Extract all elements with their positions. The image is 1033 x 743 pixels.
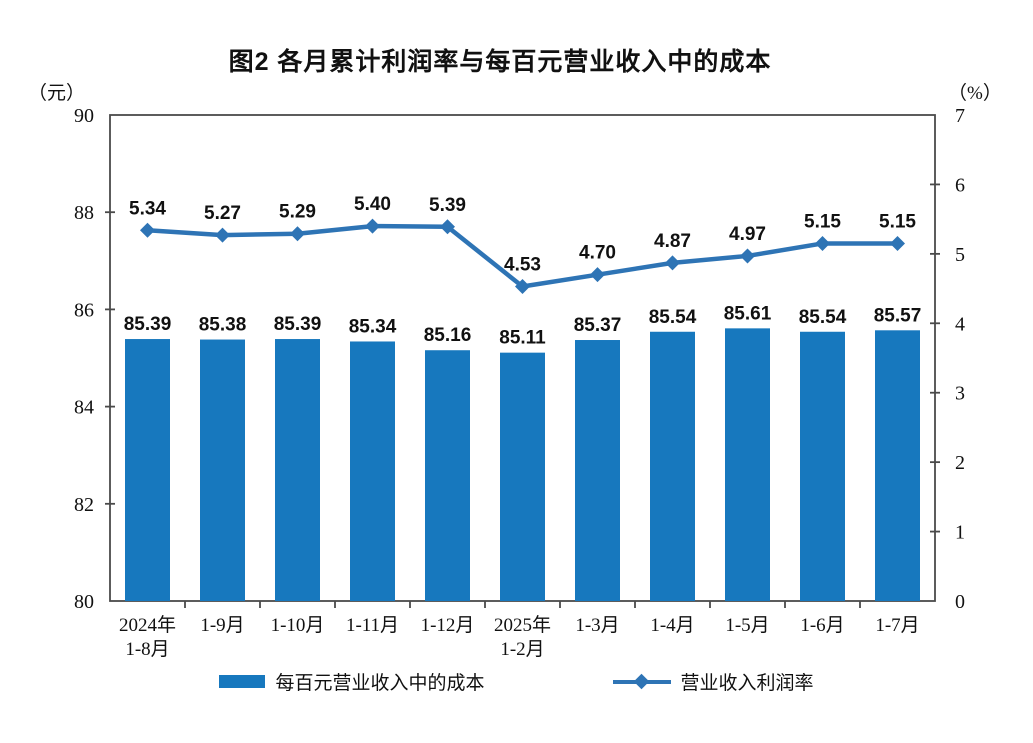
x-axis-label: 1-12月 — [421, 615, 475, 636]
x-axis-label: 1-8月 — [125, 639, 169, 660]
line-value-label: 5.15 — [804, 211, 841, 232]
bar-value-label: 85.16 — [424, 325, 472, 346]
right-tick-label: 3 — [955, 383, 965, 405]
line-value-label: 5.39 — [429, 195, 466, 216]
line-value-label: 5.27 — [204, 203, 241, 224]
left-tick-label: 86 — [74, 299, 94, 321]
left-tick-label: 80 — [74, 591, 94, 613]
legend-item-cost: 每百元营业收入中的成本 — [219, 668, 485, 695]
left-tick-label: 84 — [74, 397, 94, 419]
line-marker-icon — [740, 248, 755, 264]
line-value-label: 4.53 — [504, 254, 541, 275]
right-axis-unit: （%） — [948, 83, 1002, 104]
right-tick-label: 6 — [955, 174, 965, 196]
line-marker-icon — [215, 227, 230, 243]
line-marker-icon — [890, 235, 905, 251]
x-axis-label: 1-2月 — [500, 639, 544, 660]
bar-value-label: 85.39 — [124, 314, 172, 335]
line-value-label: 5.15 — [879, 211, 916, 232]
line-marker-icon — [440, 219, 455, 235]
bar-value-label: 85.54 — [799, 307, 847, 328]
bar — [575, 340, 620, 601]
line-marker-icon — [515, 278, 530, 294]
bar-value-label: 85.39 — [274, 314, 322, 335]
bar — [275, 339, 320, 601]
bar-value-label: 85.54 — [649, 307, 697, 328]
bar-value-label: 85.57 — [874, 305, 922, 326]
bar-value-label: 85.38 — [199, 315, 247, 336]
x-axis-label: 1-6月 — [800, 615, 844, 636]
bar-swatch-icon — [219, 675, 266, 688]
line-marker-icon — [815, 235, 830, 251]
legend-item-profit: 营业收入利润率 — [612, 668, 814, 695]
bar-value-label: 85.61 — [724, 303, 772, 324]
right-tick-label: 1 — [955, 522, 965, 544]
line-value-label: 4.87 — [654, 231, 691, 252]
left-tick-label: 82 — [74, 494, 94, 516]
x-axis-label: 1-4月 — [650, 615, 694, 636]
line-marker-icon — [140, 222, 155, 238]
bar — [650, 331, 695, 601]
left-tick-label: 88 — [74, 202, 94, 224]
line-marker-icon — [665, 255, 680, 271]
right-tick-label: 0 — [955, 591, 965, 613]
x-axis-label: 2025年 — [494, 614, 551, 636]
legend-label-profit: 营业收入利润率 — [680, 673, 814, 694]
bar — [725, 328, 770, 601]
line-swatch-diamond-icon — [633, 673, 649, 689]
line-value-label: 5.29 — [279, 202, 316, 223]
x-axis-label: 1-9月 — [200, 615, 244, 636]
line-marker-icon — [590, 267, 605, 283]
line-marker-icon — [365, 218, 380, 234]
x-axis-label: 1-10月 — [271, 615, 325, 636]
right-tick-label: 2 — [955, 452, 965, 474]
bar-value-label: 85.11 — [499, 328, 546, 349]
bar — [350, 341, 395, 601]
x-axis-label: 1-11月 — [346, 615, 399, 636]
line-value-label: 4.97 — [729, 224, 766, 245]
line-value-label: 4.70 — [579, 243, 616, 264]
bar-value-label: 85.37 — [574, 315, 622, 336]
line-marker-icon — [290, 226, 305, 242]
x-axis-label: 1-7月 — [875, 615, 919, 636]
bar — [425, 350, 470, 601]
x-axis-label: 1-5月 — [725, 615, 769, 636]
chart-title: 图2 各月累计利润率与每百元营业收入中的成本 — [228, 48, 772, 76]
bar — [200, 339, 245, 601]
line-diamond-swatch-icon — [612, 673, 671, 689]
right-tick-label: 4 — [955, 313, 965, 335]
legend: 每百元营业收入中的成本 营业收入利润率 — [0, 668, 1033, 695]
right-tick-label: 7 — [955, 105, 965, 127]
x-axis-label: 2024年 — [119, 614, 176, 636]
line-value-label: 5.40 — [354, 194, 391, 215]
bar-value-label: 85.34 — [349, 316, 397, 337]
bar — [500, 352, 545, 601]
right-tick-label: 5 — [955, 244, 965, 266]
bar — [800, 331, 845, 601]
line-value-label: 5.34 — [129, 198, 166, 219]
left-tick-label: 90 — [74, 105, 94, 127]
legend-label-cost: 每百元营业收入中的成本 — [275, 673, 485, 694]
left-axis-unit: （元） — [28, 83, 86, 104]
bar — [875, 330, 920, 601]
x-axis-label: 1-3月 — [575, 615, 619, 636]
bar — [125, 339, 170, 601]
